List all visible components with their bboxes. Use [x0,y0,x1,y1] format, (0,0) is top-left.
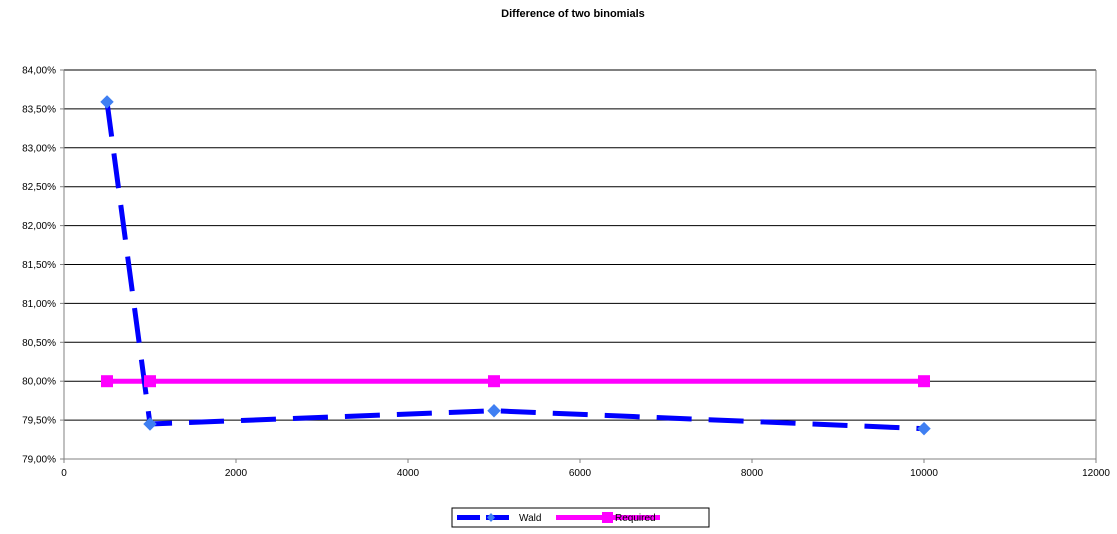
legend-label-wald: Wald [519,513,541,524]
series-marker-wald [100,95,114,109]
legend-marker-required [602,512,613,523]
series-marker-wald [487,404,501,418]
series-marker-required [918,375,930,388]
legend-label-required: Required [615,513,656,524]
x-tick-label: 4000 [397,468,420,479]
y-tick-label: 81,00% [22,299,56,310]
axes [60,69,1097,463]
y-tick-label: 83,00% [22,143,56,154]
series-marker-wald [917,421,931,436]
y-tick-label: 83,50% [22,104,56,115]
x-tick-label: 8000 [741,468,764,479]
series-marker-wald [143,417,157,431]
y-tick-label: 82,50% [22,182,56,193]
x-tick-label: 6000 [569,468,592,479]
y-tick-label: 80,50% [22,338,56,349]
series-marker-required [488,375,500,388]
legend: Wald Required [451,507,710,528]
y-axis-tick-labels: 79,00% 79,50% 80,00% 80,50% 81,00% 81,50% 82,0… [22,66,56,466]
x-axis-tick-labels: 0 2000 4000 6000 8000 10000 12000 [61,468,1110,479]
y-tick-label: 84,00% [22,66,56,77]
series-marker-required [101,375,113,388]
y-tick-label: 80,00% [22,377,56,388]
series-lines [104,101,925,432]
series-line-wald [104,101,925,432]
y-tick-label: 82,00% [22,221,56,232]
x-tick-label: 12000 [1082,468,1110,479]
y-tick-label: 81,50% [22,260,56,271]
chart-title: Difference of two binomials [501,8,645,20]
series-marker-required [144,375,156,388]
series-markers [100,95,931,436]
legend-marker-wald [487,513,495,522]
x-tick-label: 2000 [225,468,248,479]
x-tick-label: 0 [61,468,67,479]
x-tick-label: 10000 [910,468,938,479]
y-tick-label: 79,50% [22,416,56,427]
y-tick-label: 79,00% [22,455,56,466]
